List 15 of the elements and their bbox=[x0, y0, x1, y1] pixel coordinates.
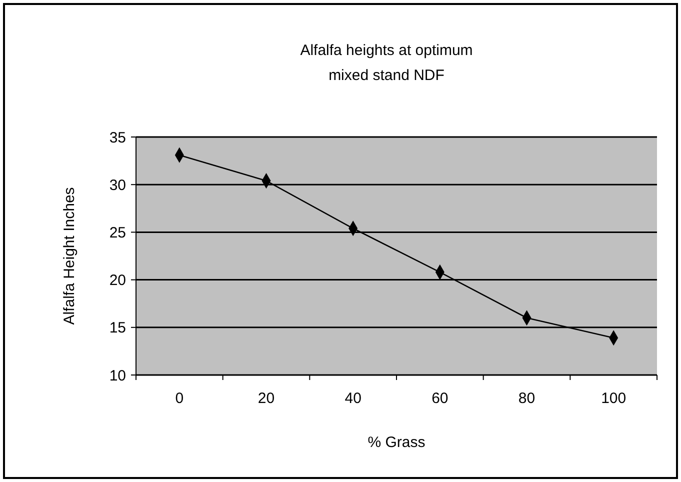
y-tick-label: 35 bbox=[109, 129, 126, 146]
x-tick-label: 80 bbox=[518, 390, 536, 407]
chart-title: Alfalfa heights at optimum mixed stand NDF bbox=[300, 42, 473, 84]
x-tick-label: 60 bbox=[432, 390, 448, 407]
y-tick-label: 25 bbox=[109, 224, 126, 242]
x-axis-title: % Grass bbox=[368, 434, 426, 451]
x-tick-label: 20 bbox=[258, 390, 275, 407]
y-tick-label: 10 bbox=[109, 367, 126, 384]
y-axis-title: Alfalfa Height Inches bbox=[61, 187, 78, 325]
y-tick-label: 30 bbox=[109, 176, 126, 194]
y-tick-label: 15 bbox=[109, 320, 126, 337]
x-tick-label: 100 bbox=[601, 390, 626, 407]
x-tick-label: 40 bbox=[344, 390, 362, 407]
y-tick-label: 20 bbox=[109, 272, 126, 290]
x-tick-label: 0 bbox=[175, 390, 184, 407]
